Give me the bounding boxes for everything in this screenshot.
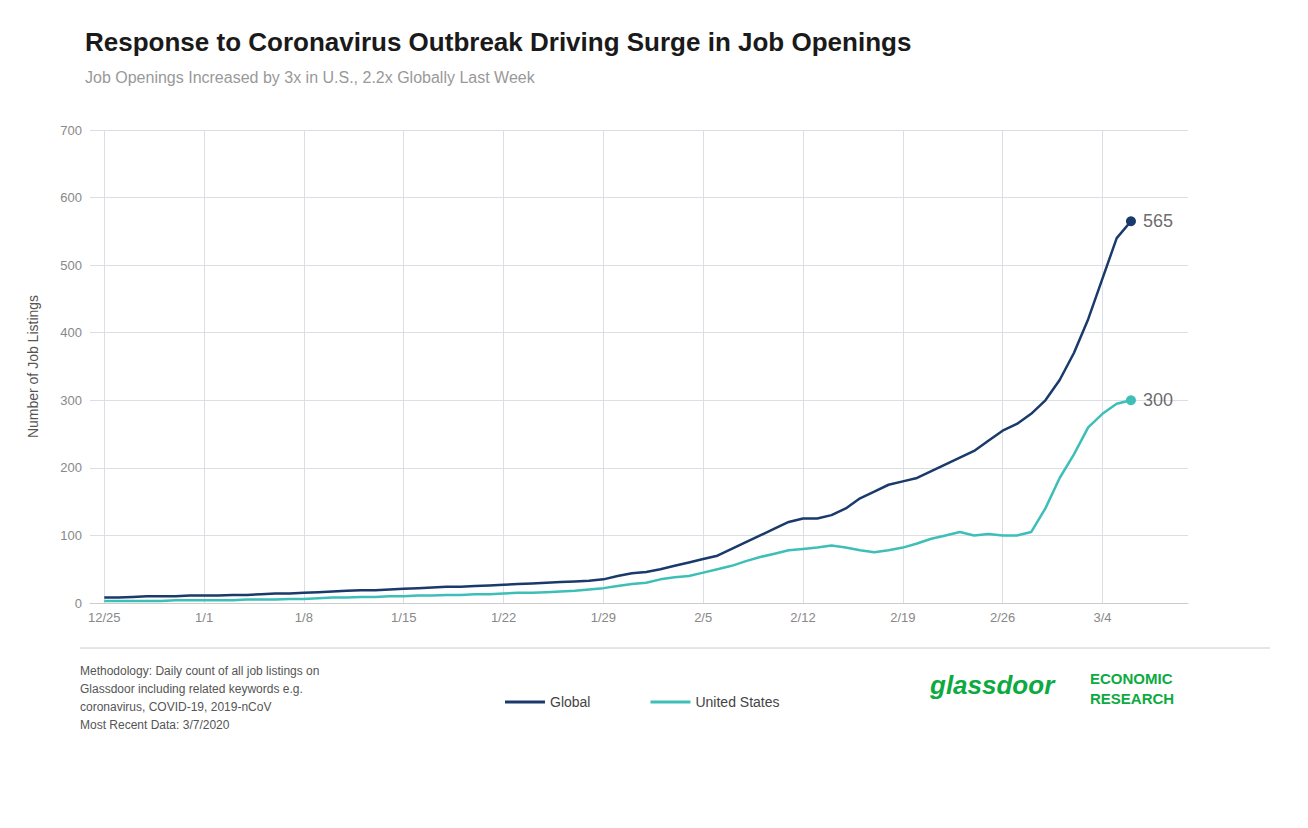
- svg-text:RESEARCH: RESEARCH: [1090, 690, 1174, 707]
- svg-text:1/29: 1/29: [591, 610, 616, 625]
- svg-text:1/22: 1/22: [491, 610, 516, 625]
- svg-text:glassdoor: glassdoor: [929, 670, 1056, 700]
- svg-text:300: 300: [60, 393, 82, 408]
- svg-text:2/12: 2/12: [790, 610, 815, 625]
- svg-text:3/4: 3/4: [1093, 610, 1111, 625]
- svg-text:1/15: 1/15: [391, 610, 416, 625]
- svg-text:1/1: 1/1: [195, 610, 213, 625]
- svg-text:United States: United States: [695, 694, 779, 710]
- svg-text:ECONOMIC: ECONOMIC: [1090, 670, 1173, 687]
- svg-text:500: 500: [60, 258, 82, 273]
- svg-text:400: 400: [60, 325, 82, 340]
- svg-text:Response to Coronavirus Outbre: Response to Coronavirus Outbreak Driving…: [85, 27, 911, 57]
- svg-text:100: 100: [60, 528, 82, 543]
- svg-text:Global: Global: [550, 694, 590, 710]
- svg-text:2/19: 2/19: [890, 610, 915, 625]
- svg-text:12/25: 12/25: [88, 610, 121, 625]
- svg-text:2/26: 2/26: [990, 610, 1015, 625]
- svg-text:Most Recent Data: 3/7/2020: Most Recent Data: 3/7/2020: [80, 718, 230, 732]
- svg-text:Glassdoor including related ke: Glassdoor including related keywords e.g…: [80, 682, 303, 696]
- svg-text:700: 700: [60, 123, 82, 138]
- svg-text:Methodology: Daily count of al: Methodology: Daily count of all job list…: [80, 664, 319, 678]
- svg-text:Number of Job Listings: Number of Job Listings: [25, 295, 41, 438]
- svg-text:565: 565: [1143, 211, 1173, 231]
- svg-text:coronavirus, COVID-19, 2019-nC: coronavirus, COVID-19, 2019-nCoV: [80, 700, 271, 714]
- svg-text:200: 200: [60, 460, 82, 475]
- svg-text:600: 600: [60, 190, 82, 205]
- svg-text:1/8: 1/8: [295, 610, 313, 625]
- svg-text:300: 300: [1143, 390, 1173, 410]
- svg-text:2/5: 2/5: [694, 610, 712, 625]
- svg-text:0: 0: [75, 596, 82, 611]
- svg-text:Job Openings Increased by 3x i: Job Openings Increased by 3x in U.S., 2.…: [85, 69, 536, 86]
